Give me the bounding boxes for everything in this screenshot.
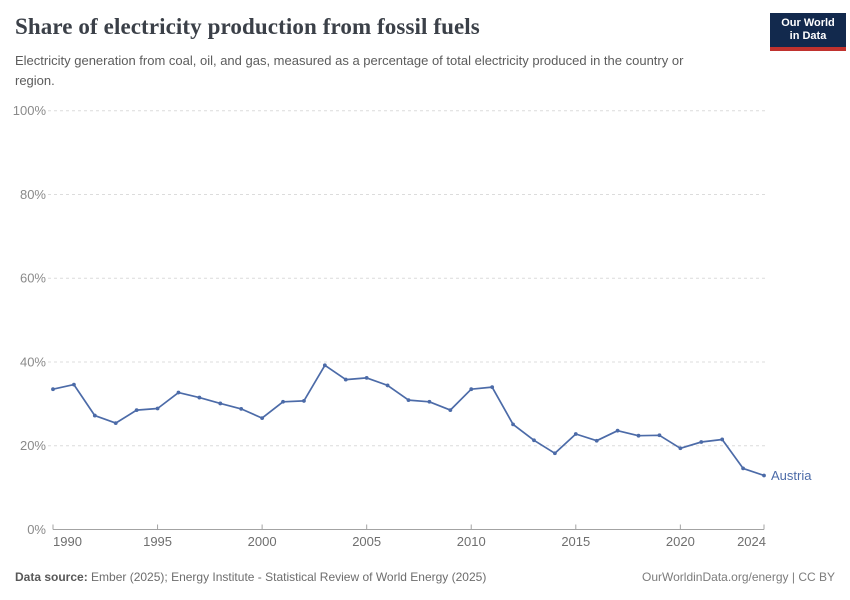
y-tick-label-60: 60% (20, 271, 46, 286)
data-point-2011 (490, 385, 495, 390)
x-tick-label-1995: 1995 (143, 534, 172, 549)
data-point-2008 (427, 399, 432, 404)
data-point-2024 (762, 473, 766, 478)
data-point-1999 (239, 406, 244, 411)
data-point-1996 (176, 390, 181, 395)
series-end-label-austria[interactable]: Austria (771, 468, 812, 483)
data-point-2001 (281, 399, 285, 404)
y-tick-label-20: 20% (20, 438, 46, 453)
owid-logo-line2: in Data (789, 30, 827, 42)
data-point-2022 (720, 437, 725, 442)
data-source: Data source: Ember (2025); Energy Instit… (15, 570, 486, 584)
x-tick-label-2005: 2005 (352, 534, 381, 549)
data-point-2002 (302, 399, 306, 403)
data-point-2010 (469, 387, 474, 392)
x-tick-label-2024: 2024 (737, 534, 766, 549)
data-point-1990 (51, 387, 55, 392)
data-point-1991 (72, 382, 76, 387)
data-point-2023 (741, 466, 745, 471)
y-tick-label-100: 100% (13, 103, 47, 118)
y-tick-label-40: 40% (20, 354, 46, 369)
data-point-2003 (322, 363, 327, 368)
data-point-1997 (197, 395, 202, 400)
data-point-2006 (385, 383, 390, 388)
data-point-2009 (448, 408, 453, 413)
page-footer: Data source: Ember (2025); Energy Instit… (15, 570, 835, 584)
data-point-2016 (594, 438, 599, 443)
credit-link[interactable]: OurWorldinData.org/energy | CC BY (642, 570, 835, 584)
x-tick-label-2000: 2000 (248, 534, 277, 549)
data-point-2005 (364, 375, 369, 380)
data-point-1994 (134, 408, 139, 413)
x-tick-label-2010: 2010 (457, 534, 486, 549)
data-point-2017 (615, 428, 620, 433)
data-point-2018 (636, 433, 641, 438)
data-point-2015 (573, 432, 578, 436)
data-source-label: Data source: (15, 570, 88, 584)
data-source-text: Ember (2025); Energy Institute - Statist… (87, 570, 487, 584)
data-point-2013 (532, 438, 536, 443)
data-point-2004 (343, 377, 348, 382)
owid-logo[interactable]: Our World in Data (770, 13, 846, 51)
data-point-2020 (678, 446, 683, 451)
data-point-2021 (699, 440, 704, 444)
x-tick-label-2015: 2015 (561, 534, 590, 549)
y-tick-label-80: 80% (20, 187, 46, 202)
data-point-2019 (657, 433, 662, 438)
data-point-2007 (406, 398, 411, 402)
data-point-1995 (155, 406, 160, 411)
page-subtitle: Electricity generation from coal, oil, a… (15, 53, 684, 88)
owid-logo-line1: Our World (781, 17, 835, 29)
page-title: Share of electricity production from fos… (15, 14, 480, 39)
y-tick-label-0: 0% (27, 522, 46, 537)
data-point-2014 (552, 451, 557, 456)
data-point-2012 (511, 422, 515, 427)
data-point-2000 (260, 416, 265, 420)
series-line-austria (52, 364, 765, 477)
data-point-1993 (113, 421, 118, 426)
x-tick-label-1990: 1990 (53, 534, 82, 549)
data-point-1992 (92, 413, 97, 418)
data-point-1998 (218, 401, 223, 406)
x-tick-label-2020: 2020 (666, 534, 695, 549)
